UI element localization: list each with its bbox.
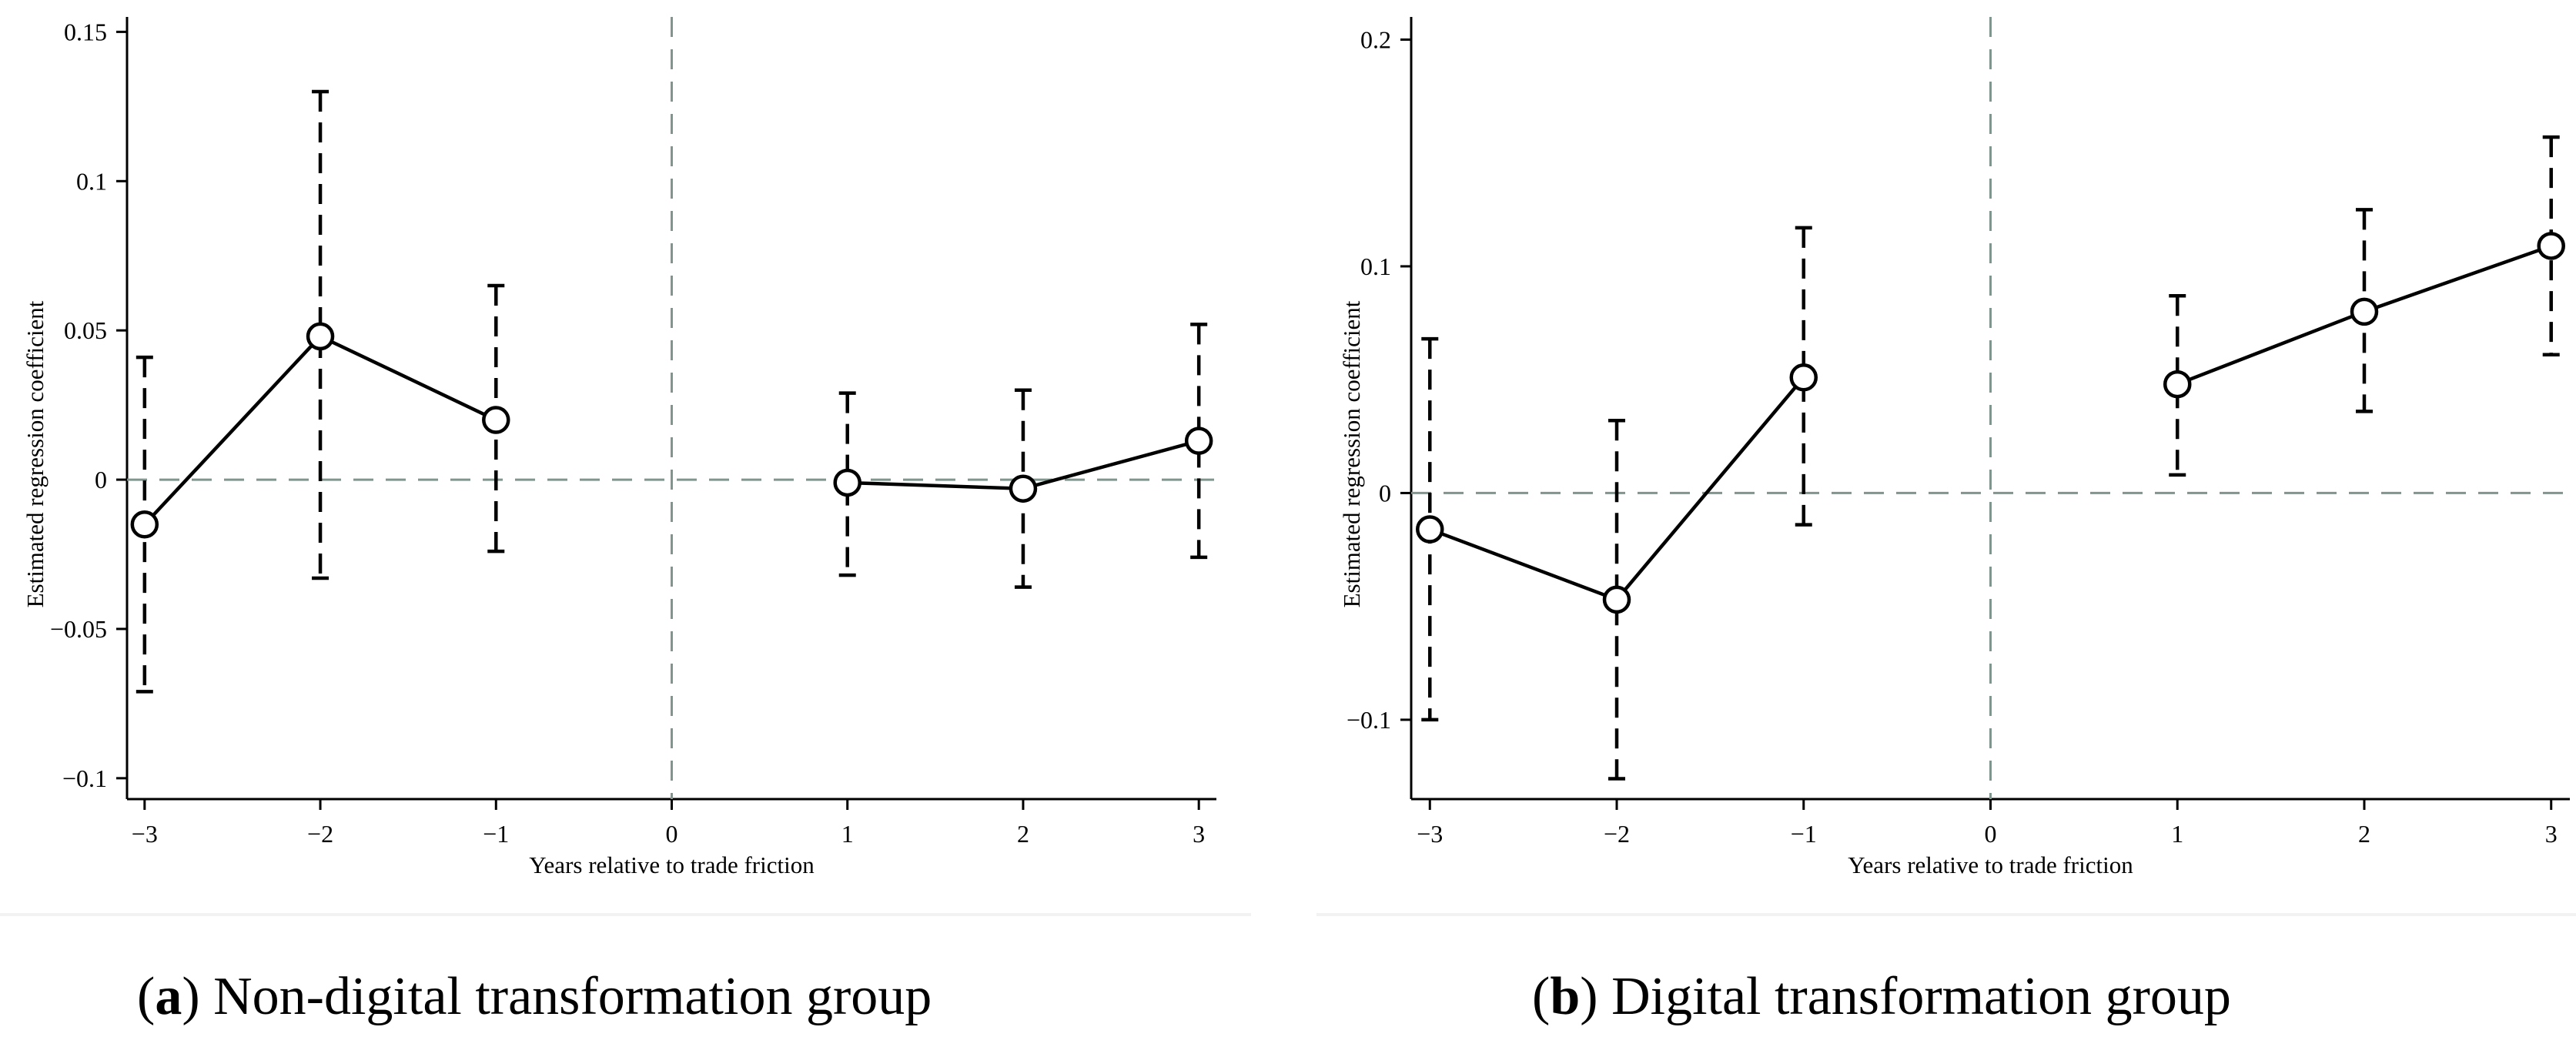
caption-b-text: Digital transformation group — [1611, 967, 2231, 1026]
a-y-tick-label: 0.15 — [64, 18, 107, 45]
a-y-axis-title: Estimated regression coefficient — [22, 300, 49, 607]
b-data-point — [2350, 297, 2379, 326]
a-x-tick-label: 3 — [1193, 820, 1205, 848]
b-data-point — [1416, 515, 1444, 544]
b-x-tick-label: −3 — [1417, 820, 1443, 848]
a-y-tick-label: 0 — [95, 466, 107, 493]
a-x-tick-label: −1 — [483, 820, 509, 848]
b-data-point — [1602, 585, 1631, 614]
b-y-tick-label: 0.2 — [1360, 25, 1391, 53]
caption-b-tag: b — [1550, 967, 1581, 1026]
caption-b: (b) Digital transformation group — [1532, 967, 2231, 1026]
panel-b-divider — [1316, 913, 2576, 916]
b-data-point — [2163, 370, 2192, 399]
b-data-point — [1789, 363, 1818, 392]
b-x-tick-label: −1 — [1791, 820, 1817, 848]
b-x-tick-label: −2 — [1604, 820, 1630, 848]
b-x-tick-label: 1 — [2171, 820, 2183, 848]
a-data-point — [130, 510, 159, 539]
b-y-axis-title: Estimated regression coefficient — [1338, 300, 1365, 607]
a-data-point — [1009, 474, 1038, 503]
b-x-tick-label: 0 — [1985, 820, 1997, 848]
a-data-point — [306, 322, 335, 351]
a-x-tick-label: 0 — [666, 820, 678, 848]
panel-b-background — [1316, 0, 2576, 916]
a-x-tick-label: 1 — [841, 820, 854, 848]
a-x-tick-label: −3 — [132, 820, 158, 848]
chart-b: −0.1 0 0.1 0.2 −3 −2 −1 0 1 2 3 Years relative to t… — [1338, 17, 2570, 878]
chart-a: −0.1 −0.05 0 0.05 0.1 0.15 −3 −2 −1 0 1 2 3 Years rel… — [22, 17, 1216, 878]
b-y-tick-label: 0.1 — [1360, 253, 1391, 280]
b-y-tick-label: 0 — [1379, 479, 1391, 507]
b-data-point — [2537, 232, 2565, 260]
panel-b: −0.1 0 0.1 0.2 −3 −2 −1 0 1 2 3 Years relative to t… — [1316, 0, 2576, 916]
a-y-tick-label: −0.05 — [50, 615, 107, 643]
caption-a-text: Non-digital transformation group — [213, 967, 932, 1026]
panel-a: −0.1 −0.05 0 0.05 0.1 0.15 −3 −2 −1 0 1 2 3 Years rel… — [0, 0, 1251, 916]
a-y-tick-label: 0.1 — [76, 167, 107, 195]
b-y-tick-label: −0.1 — [1347, 706, 1391, 734]
a-x-tick-label: −2 — [307, 820, 333, 848]
a-data-point — [833, 468, 861, 497]
a-data-point — [482, 406, 510, 434]
caption-a-tag: a — [155, 967, 182, 1026]
a-x-tick-label: 2 — [1017, 820, 1029, 848]
a-y-tick-label: 0.05 — [64, 316, 107, 344]
b-x-tick-label: 3 — [2545, 820, 2558, 848]
caption-a: (a) Non-digital transformation group — [137, 967, 932, 1026]
a-y-tick-label: −0.1 — [62, 764, 107, 792]
a-data-point — [1184, 426, 1213, 455]
panel-a-divider — [0, 913, 1251, 916]
a-x-axis-title: Years relative to trade friction — [529, 851, 815, 878]
b-x-axis-title: Years relative to trade friction — [1848, 851, 2133, 878]
b-x-tick-label: 2 — [2358, 820, 2370, 848]
